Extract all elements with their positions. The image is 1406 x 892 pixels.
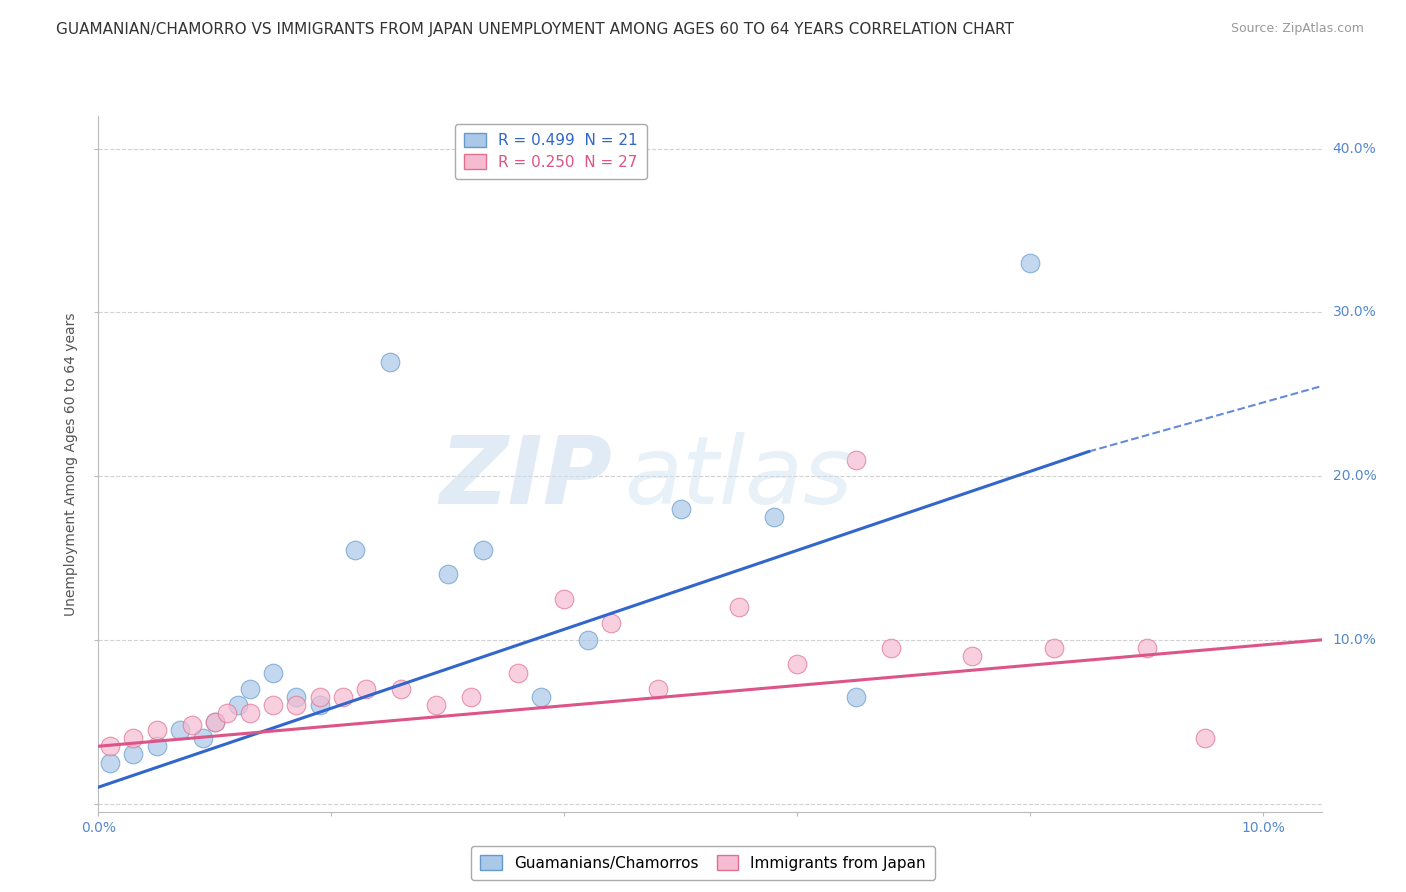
Point [378,354,401,368]
Point [332,690,354,705]
Point [647,681,669,696]
Point [460,690,482,705]
Point [308,698,330,713]
Point [285,698,308,713]
Point [226,698,249,713]
Point [169,723,191,737]
Point [763,510,786,524]
Point [98,739,121,754]
Text: 20.0%: 20.0% [1333,469,1376,483]
Point [471,542,494,557]
Text: 10.0%: 10.0% [1333,632,1376,647]
Text: atlas: atlas [624,433,852,524]
Point [845,452,868,467]
Point [576,632,599,647]
Text: 40.0%: 40.0% [1333,142,1376,156]
Point [239,706,262,721]
Point [215,706,238,721]
Point [356,681,378,696]
Point [960,649,983,664]
Text: Source: ZipAtlas.com: Source: ZipAtlas.com [1230,22,1364,36]
Point [669,501,692,516]
Point [506,665,529,680]
Point [285,690,308,705]
Point [425,698,447,713]
Legend: Guamanians/Chamorros, Immigrants from Japan: Guamanians/Chamorros, Immigrants from Ja… [471,846,935,880]
Point [98,756,121,770]
Point [204,714,226,729]
Point [180,718,202,732]
Point [262,665,284,680]
Point [239,681,262,696]
Text: GUAMANIAN/CHAMORRO VS IMMIGRANTS FROM JAPAN UNEMPLOYMENT AMONG AGES 60 TO 64 YEA: GUAMANIAN/CHAMORRO VS IMMIGRANTS FROM JA… [56,22,1014,37]
Legend: R = 0.499  N = 21, R = 0.250  N = 27: R = 0.499 N = 21, R = 0.250 N = 27 [456,124,647,179]
Point [122,747,145,762]
Point [145,723,167,737]
Point [1042,640,1064,655]
Point [308,690,330,705]
Point [879,640,901,655]
Point [786,657,808,672]
Point [530,690,553,705]
Y-axis label: Unemployment Among Ages 60 to 64 years: Unemployment Among Ages 60 to 64 years [65,312,79,615]
Point [1194,731,1216,745]
Text: ZIP: ZIP [439,432,612,524]
Point [343,542,366,557]
Point [553,591,575,606]
Point [145,739,167,754]
Point [122,731,145,745]
Point [193,731,215,745]
Point [204,714,226,729]
Point [389,681,412,696]
Point [845,690,868,705]
Text: 30.0%: 30.0% [1333,305,1376,319]
Point [600,616,623,631]
Point [1019,256,1042,270]
Point [728,600,751,615]
Point [262,698,284,713]
Point [1136,640,1159,655]
Point [437,567,460,582]
